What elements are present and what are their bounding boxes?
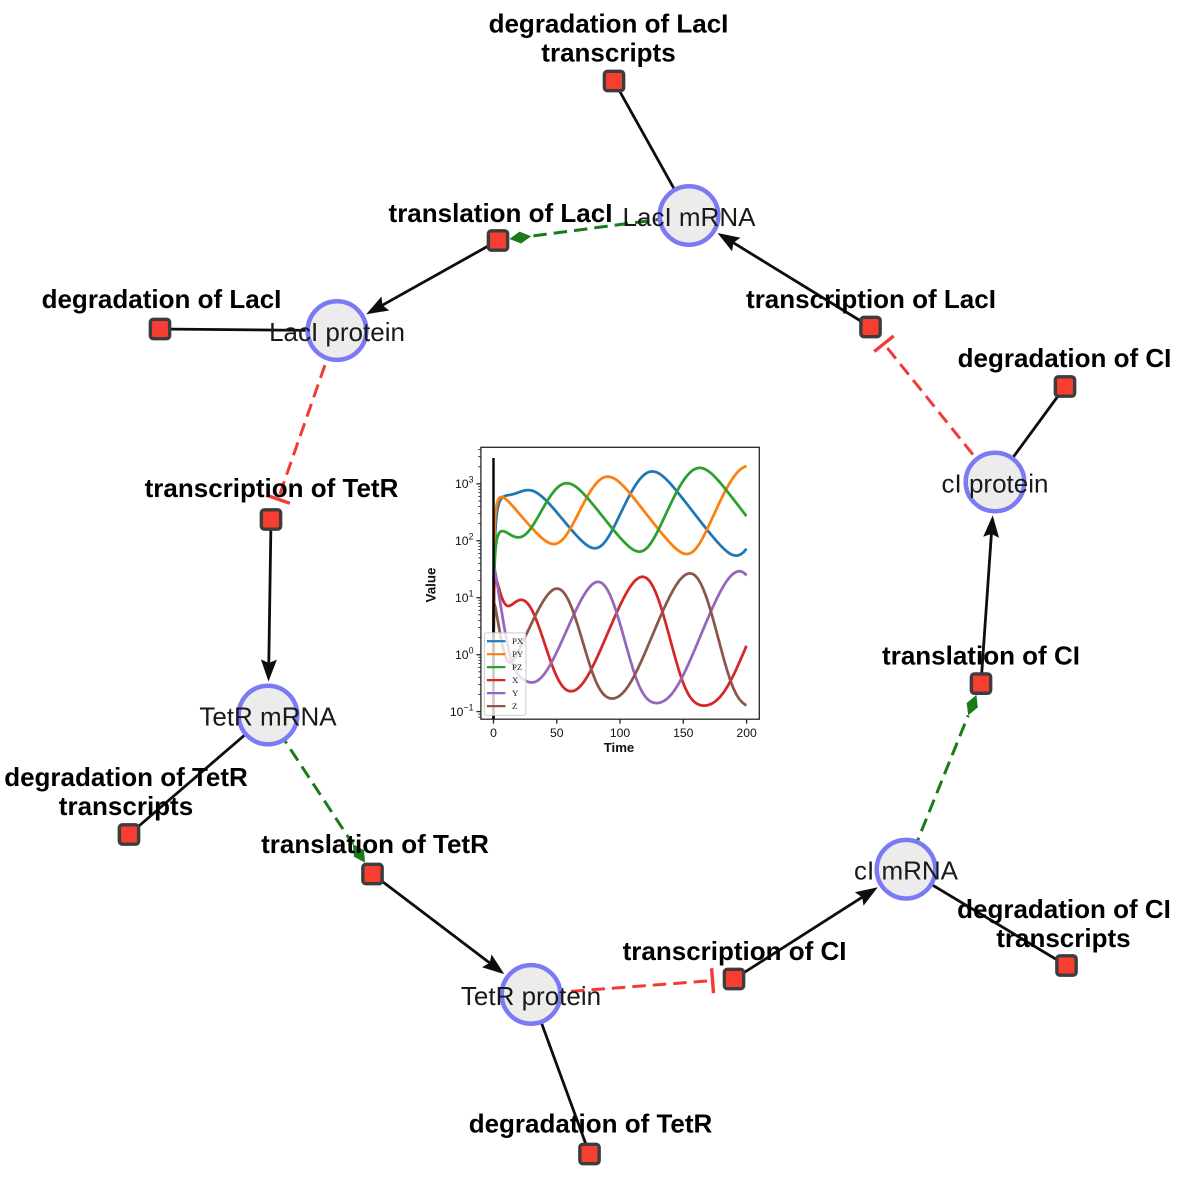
svg-text:TetR mRNA: TetR mRNA (199, 702, 337, 732)
svg-text:100: 100 (610, 726, 631, 740)
svg-text:Value: Value (424, 568, 439, 603)
svg-text:degradation of TetR: degradation of TetR (469, 1108, 713, 1138)
svg-text:PZ: PZ (512, 662, 522, 672)
svg-text:degradation of CI: degradation of CI (958, 343, 1172, 373)
svg-text:Time: Time (604, 740, 635, 755)
svg-text:transcripts: transcripts (59, 791, 193, 821)
svg-text:transcription of TetR: transcription of TetR (145, 473, 399, 503)
svg-text:translation of CI: translation of CI (882, 641, 1080, 671)
svg-text:Z: Z (512, 701, 517, 711)
svg-text:translation of LacI: translation of LacI (389, 198, 613, 228)
svg-text:transcription of LacI: transcription of LacI (746, 284, 996, 314)
svg-text:200: 200 (736, 726, 757, 740)
svg-text:degradation of CI: degradation of CI (957, 894, 1171, 924)
svg-text:X: X (512, 675, 519, 685)
svg-text:cI protein: cI protein (942, 469, 1049, 499)
svg-text:transcription of CI: transcription of CI (623, 936, 847, 966)
svg-text:transcripts: transcripts (541, 38, 675, 68)
svg-text:0: 0 (490, 726, 497, 740)
svg-text:degradation of LacI: degradation of LacI (42, 284, 282, 314)
svg-text:translation of TetR: translation of TetR (261, 829, 489, 859)
svg-text:Y: Y (512, 688, 519, 698)
svg-text:transcripts: transcripts (996, 923, 1130, 953)
svg-text:LacI mRNA: LacI mRNA (623, 202, 757, 232)
svg-text:PX: PX (512, 636, 524, 646)
svg-text:150: 150 (673, 726, 694, 740)
svg-text:PY: PY (512, 649, 524, 659)
svg-text:50: 50 (550, 726, 564, 740)
svg-text:degradation of TetR: degradation of TetR (4, 762, 248, 792)
svg-text:cI mRNA: cI mRNA (854, 856, 959, 886)
svg-text:LacI protein: LacI protein (269, 317, 405, 347)
svg-text:degradation of LacI: degradation of LacI (489, 9, 729, 39)
svg-text:TetR protein: TetR protein (461, 981, 601, 1011)
